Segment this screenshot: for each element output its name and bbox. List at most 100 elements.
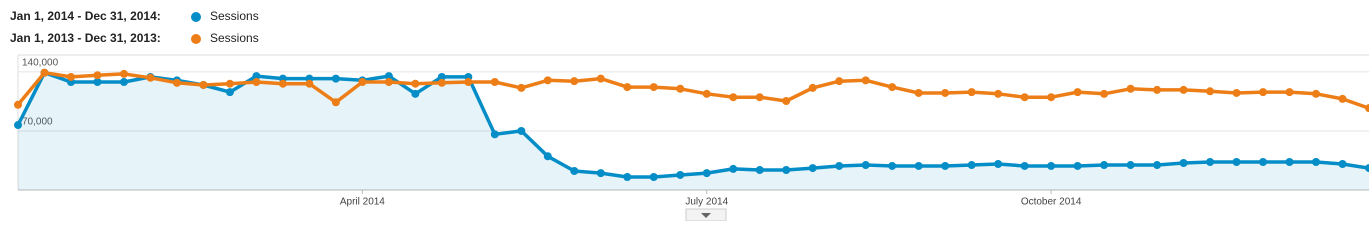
point <box>146 73 155 82</box>
legend-label: Sessions <box>210 9 259 23</box>
legend-swatch <box>191 12 201 22</box>
point <box>305 79 314 88</box>
point <box>1047 161 1056 170</box>
point <box>835 161 844 170</box>
y-tick-label: 70,000 <box>22 117 53 128</box>
point <box>331 74 340 83</box>
point <box>40 68 49 77</box>
point <box>676 170 685 179</box>
point <box>782 96 791 105</box>
point <box>702 89 711 98</box>
point <box>331 98 340 107</box>
point <box>411 89 420 98</box>
point <box>596 169 605 178</box>
point <box>1020 93 1029 102</box>
point <box>14 100 22 109</box>
toggle-arrow[interactable] <box>701 213 711 218</box>
point <box>1020 161 1029 170</box>
point <box>1259 157 1268 166</box>
point <box>755 93 764 102</box>
point <box>1100 161 1109 170</box>
point <box>941 88 950 97</box>
point <box>967 161 976 170</box>
point <box>411 79 420 88</box>
point <box>1126 84 1135 93</box>
point <box>543 152 552 161</box>
point <box>729 164 738 173</box>
point <box>1153 85 1162 94</box>
point <box>1206 87 1215 96</box>
point <box>14 121 22 130</box>
point <box>570 167 579 176</box>
point <box>517 83 526 92</box>
point <box>1047 93 1056 102</box>
x-tick-label: April 2014 <box>340 197 385 208</box>
point <box>1285 88 1294 97</box>
point <box>1153 161 1162 170</box>
point <box>1259 88 1268 97</box>
point <box>808 83 817 92</box>
point <box>1126 161 1135 170</box>
point <box>1232 88 1241 97</box>
point <box>941 161 950 170</box>
point <box>172 78 181 87</box>
point <box>225 79 234 88</box>
chart: Jan 1, 2014 - Dec 31, 2014: Sessions Jan 1… <box>10 9 1369 221</box>
point <box>199 80 208 89</box>
point <box>1365 164 1369 173</box>
point <box>1206 157 1215 166</box>
point <box>358 78 367 86</box>
point <box>649 173 658 182</box>
point <box>225 88 234 97</box>
point <box>437 72 446 81</box>
point <box>755 166 764 175</box>
legend-period: Jan 1, 2014 - Dec 31, 2014: <box>10 9 161 23</box>
point <box>914 161 923 170</box>
point <box>1073 161 1082 170</box>
point <box>1312 89 1321 98</box>
point <box>252 72 261 81</box>
point <box>808 164 817 173</box>
point <box>1312 157 1321 166</box>
point <box>623 83 632 92</box>
point <box>702 169 711 178</box>
point <box>914 88 923 97</box>
point <box>782 166 791 175</box>
point <box>1285 157 1294 166</box>
point <box>278 79 287 88</box>
point <box>729 93 738 102</box>
point <box>437 78 446 87</box>
point <box>1232 157 1241 166</box>
point <box>93 78 102 86</box>
point <box>1179 159 1188 167</box>
point <box>93 71 102 80</box>
point <box>967 88 976 97</box>
legend-period: Jan 1, 2013 - Dec 31, 2013: <box>10 31 161 45</box>
point <box>861 161 870 170</box>
point <box>384 72 393 81</box>
point <box>649 83 658 92</box>
point <box>994 160 1003 169</box>
point <box>1179 85 1188 94</box>
x-tick-label: October 2014 <box>1021 197 1082 208</box>
point <box>623 173 632 182</box>
point <box>888 83 897 92</box>
point <box>1100 89 1109 98</box>
point <box>835 77 844 86</box>
point <box>596 74 605 83</box>
point <box>384 78 393 86</box>
point <box>861 76 870 85</box>
legend-label: Sessions <box>210 31 259 45</box>
point <box>490 78 499 86</box>
point <box>570 77 579 86</box>
toggle[interactable] <box>685 208 727 221</box>
point <box>1338 94 1347 103</box>
y-tick-label: 140,000 <box>22 58 59 69</box>
point <box>119 78 128 86</box>
point <box>464 78 473 86</box>
point <box>1073 88 1082 97</box>
area <box>18 72 1369 190</box>
point <box>676 84 685 93</box>
point <box>1365 104 1369 113</box>
point <box>543 76 552 85</box>
